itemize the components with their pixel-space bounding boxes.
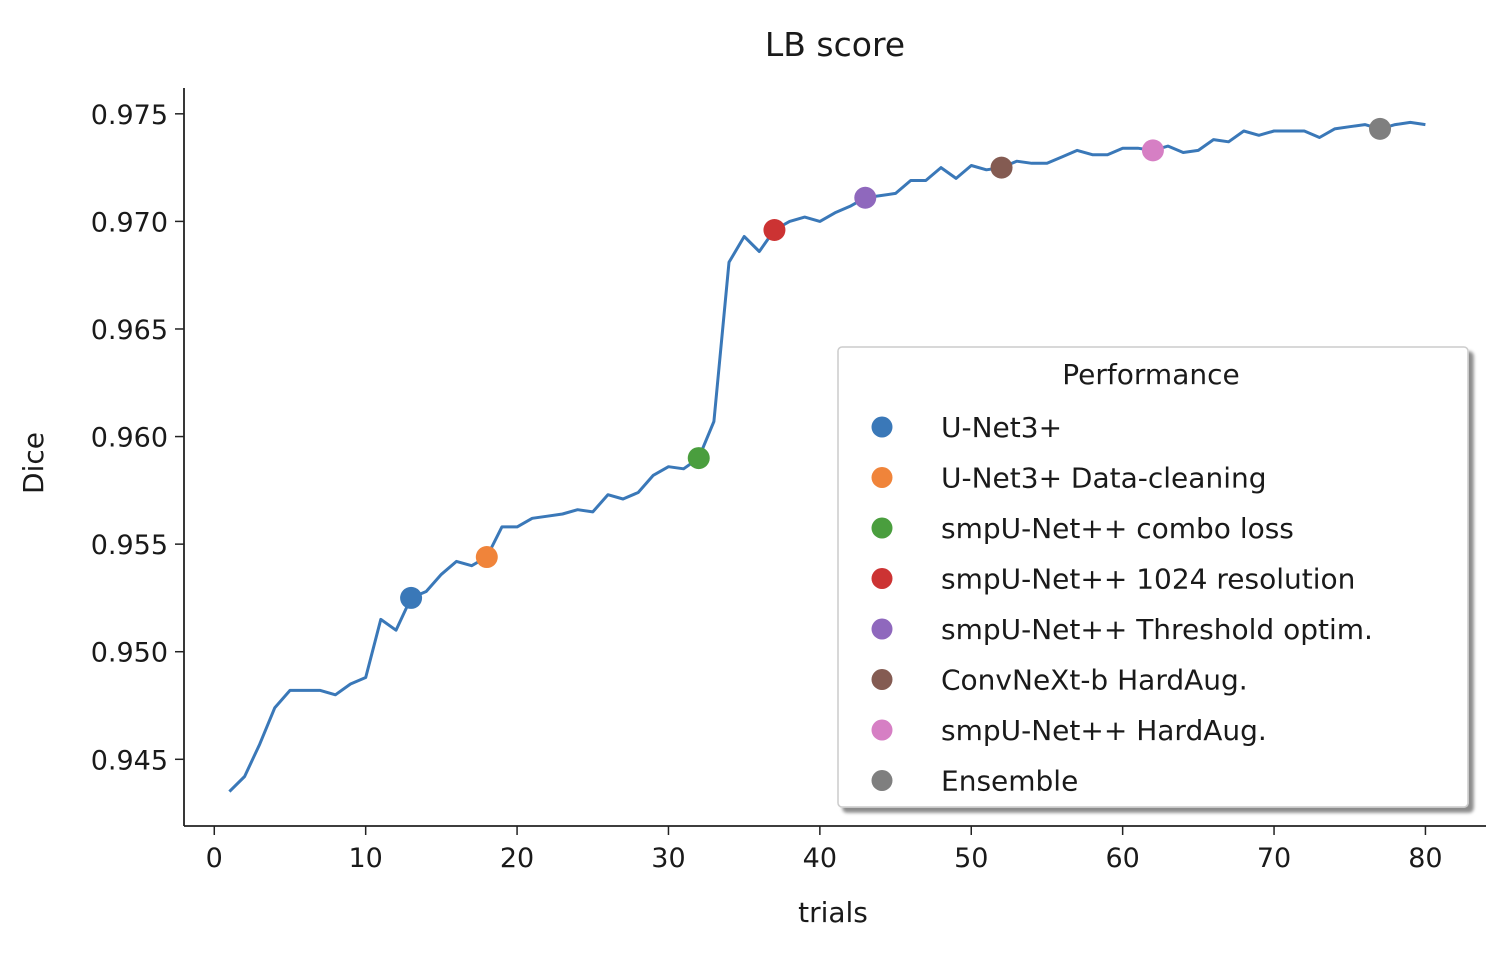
legend-marker	[871, 669, 893, 690]
y-tick-label: 0.955	[91, 530, 168, 561]
milestone-point	[1141, 139, 1164, 162]
x-tick-label: 20	[500, 843, 534, 874]
milestone-point	[763, 219, 786, 242]
y-tick-label: 0.975	[91, 100, 168, 131]
legend-label: U-Net3+	[941, 411, 1062, 444]
legend-label: U-Net3+ Data-cleaning	[941, 462, 1267, 495]
legend-marker	[871, 618, 893, 640]
axes: 0 10 20 30 40 50 60 70 80 0.9450.9500.9550.9600.…	[91, 88, 1486, 874]
x-tick-label: 50	[954, 843, 988, 874]
y-axis-label: Dice	[17, 432, 50, 494]
legend-label: smpU-Net++ combo loss	[941, 512, 1294, 545]
y-tick-label: 0.970	[91, 207, 168, 238]
x-tick-label: 60	[1105, 843, 1139, 874]
dice-score-line	[228, 120, 1426, 793]
milestone-point	[990, 156, 1013, 179]
y-tick-label: 0.960	[91, 423, 168, 454]
legend-marker	[871, 770, 893, 791]
x-tick-label: 40	[803, 843, 837, 874]
x-tick-label: 80	[1408, 843, 1442, 874]
chart-title: LB score	[765, 25, 905, 64]
milestone-point	[687, 447, 710, 470]
x-tick-label: 30	[651, 843, 685, 874]
y-tick-label: 0.965	[91, 315, 168, 346]
milestone-point	[475, 546, 498, 569]
legend-label: smpU-Net++ 1024 resolution	[941, 563, 1355, 596]
legend-label: ConvNeXt-b HardAug.	[941, 664, 1248, 697]
x-ticks: 0 10 20 30 40 50 60 70 80	[206, 826, 1443, 874]
y-tick-label: 0.950	[91, 638, 168, 669]
milestone-point	[854, 186, 877, 209]
milestone-point	[1369, 117, 1392, 140]
legend-marker	[871, 416, 893, 438]
legend-label: smpU-Net++ Threshold optim.	[941, 613, 1373, 646]
legend-marker	[871, 517, 893, 539]
x-tick-label: 10	[348, 843, 382, 874]
legend-label: Ensemble	[941, 765, 1078, 798]
y-tick-label: 0.945	[91, 745, 168, 776]
legend-entries: U-Net3+ U-Net3+ Data-cleaning smpU-Net++ c…	[871, 411, 1373, 798]
milestone-point	[400, 586, 423, 609]
plot-area	[228, 117, 1426, 793]
x-axis-label: trials	[798, 896, 868, 929]
y-ticks: 0.945 0.950 0.955 0.960 0.965 0.970 0.975	[91, 100, 184, 776]
legend-marker	[871, 719, 893, 741]
legend-frame	[837, 346, 1469, 808]
legend-marker	[871, 467, 893, 488]
legend-title: Performance	[1062, 358, 1239, 391]
legend-marker	[871, 568, 893, 589]
x-tick-label: 0	[206, 843, 223, 874]
legend-label: smpU-Net++ HardAug.	[941, 714, 1267, 747]
legend: Performance U-Net3+ U-Net3+ Data-cleaning…	[837, 346, 1469, 808]
x-tick-label: 70	[1257, 843, 1291, 874]
